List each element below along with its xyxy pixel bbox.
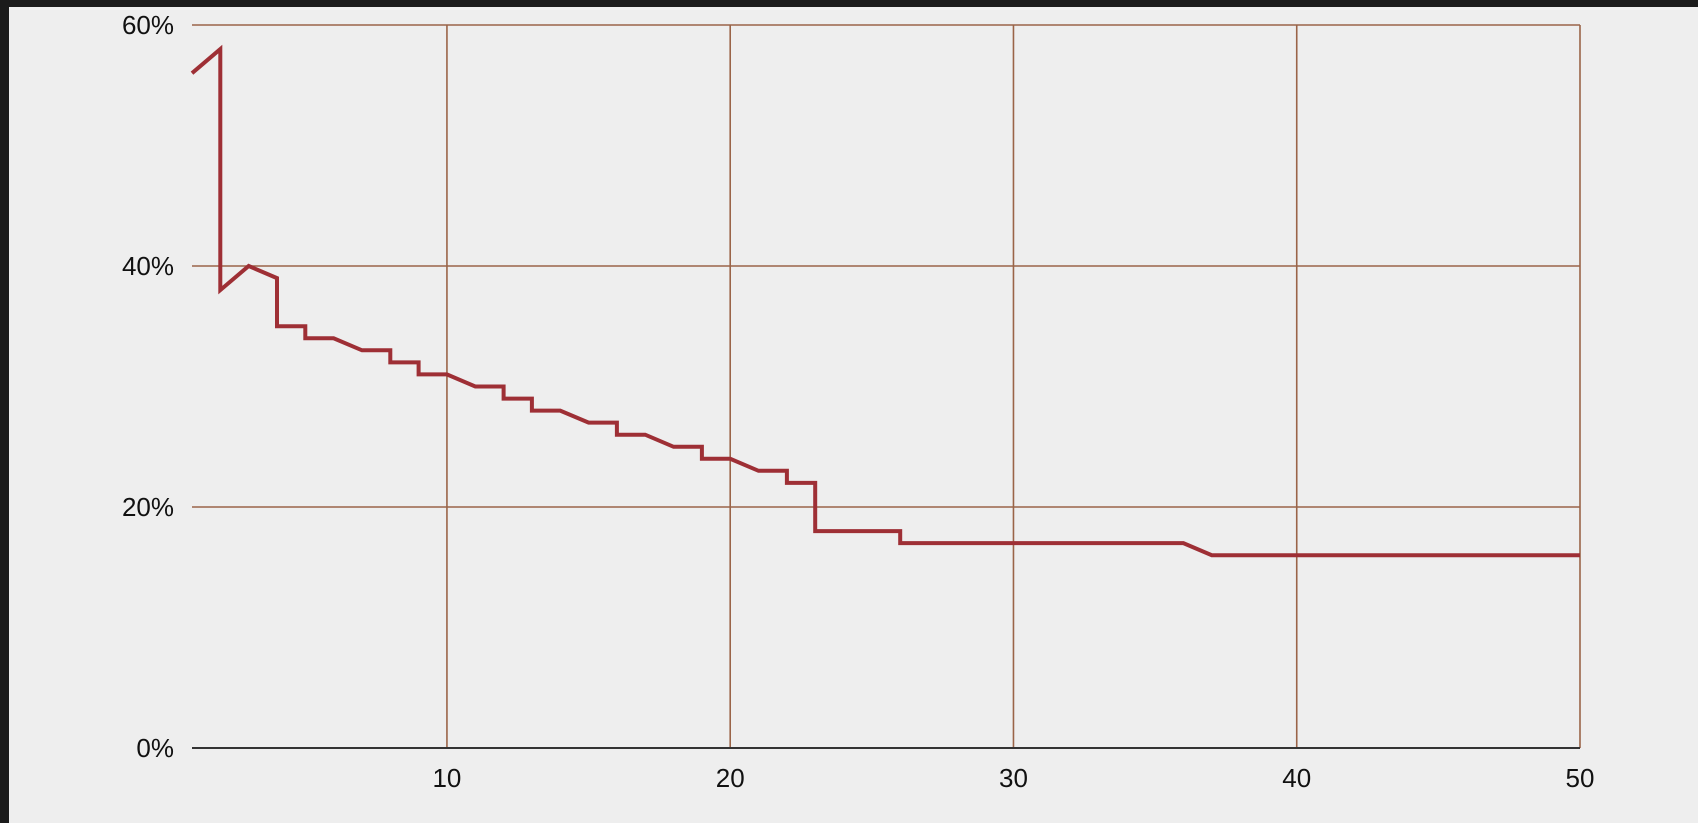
series-line-0 (190, 44, 1580, 558)
y-tick-label: 20% (122, 492, 174, 522)
grid (192, 24, 1581, 748)
x-tick-label: 10 (432, 763, 461, 793)
x-tick-label: 50 (1566, 763, 1595, 793)
y-tick-label: 0% (136, 733, 174, 763)
x-tick-label: 20 (716, 763, 745, 793)
chart-panel: 0% 20% 40% 60% 10 20 30 40 50 (9, 7, 1698, 823)
series-layer (190, 44, 1580, 558)
y-tick-label: 60% (122, 10, 174, 40)
y-tick-label: 40% (122, 251, 174, 281)
x-tick-label: 30 (999, 763, 1028, 793)
x-tick-label: 40 (1282, 763, 1311, 793)
tick-labels: 0% 20% 40% 60% 10 20 30 40 50 (122, 10, 1595, 793)
line-chart: 0% 20% 40% 60% 10 20 30 40 50 (122, 10, 1595, 793)
